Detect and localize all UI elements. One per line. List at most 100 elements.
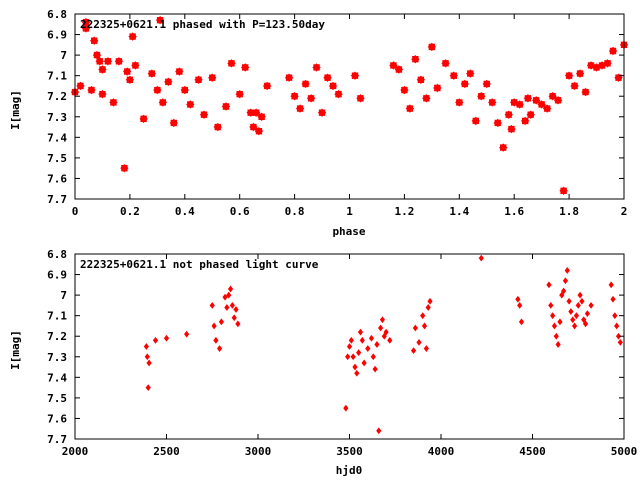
phased-y-tick-label: 7.1: [47, 70, 67, 83]
phased-y-tick-label: 7.6: [47, 172, 67, 185]
phased-x-tick-label: 2: [621, 205, 628, 218]
phased-data-point: [553, 96, 563, 105]
unphased-y-tick-label: 7.4: [47, 371, 67, 384]
unphased-data-point: [233, 306, 239, 313]
phased-y-tick-label: 7.3: [47, 111, 67, 124]
unphased-data-point: [617, 338, 623, 346]
unphased-data-point: [152, 336, 159, 344]
unphased-y-tick-label: 6.8: [47, 248, 67, 261]
phased-data-point: [235, 89, 244, 99]
phased-x-tick-label: 1.6: [504, 205, 524, 218]
phased-data-point: [328, 81, 338, 91]
phased-y-tick-label: 7.2: [47, 90, 67, 103]
unphased-x-tick-label: 3500: [336, 445, 363, 458]
phased-x-tick-label: 0.2: [120, 205, 140, 218]
phased-data-point: [441, 59, 450, 68]
phased-data-point: [400, 85, 409, 95]
phased-x-tick-label: 1.2: [394, 205, 414, 218]
unphased-data-point: [517, 301, 523, 309]
phased-data-point: [608, 46, 618, 56]
phased-data-point: [356, 94, 365, 103]
unphased-data-point: [359, 336, 365, 344]
phased-data-point: [131, 61, 140, 70]
phased-data-point: [262, 81, 272, 91]
unphased-data-point: [370, 353, 376, 361]
phased-data-point: [295, 104, 305, 113]
unphased-data-point: [163, 334, 170, 342]
phased-panel: 0 0.2 0.4 0.6 0.8 1 1.2 1.4 1.6 1.8 2 6.8 6.9 7 7.1 7.2…: [9, 8, 629, 238]
unphased-data-point: [229, 301, 235, 309]
phased-data-point: [153, 85, 162, 95]
phased-x-axis-label: phase: [332, 225, 365, 238]
phased-x-tick-label: 1: [346, 205, 353, 218]
phased-data-point: [98, 65, 107, 74]
phased-data-point: [186, 100, 195, 109]
phased-data-point: [254, 126, 264, 136]
unphased-x-axis-label: hjd0: [336, 464, 363, 477]
unphased-data-point: [425, 304, 431, 311]
unphased-data-point: [383, 328, 389, 336]
phased-data-point: [139, 114, 148, 124]
unphased-data-point: [584, 310, 590, 318]
unphased-data-point: [218, 318, 224, 326]
phased-data-point: [520, 116, 530, 126]
unphased-data-point: [144, 353, 150, 361]
phased-data-point: [394, 65, 404, 74]
unphased-data-point: [478, 254, 484, 262]
unphased-data-point: [211, 322, 217, 330]
unphased-data-point: [231, 314, 237, 322]
unphased-data-point: [387, 336, 393, 344]
phased-data-point: [301, 79, 310, 89]
unphased-x-tick-label: 4000: [428, 445, 455, 458]
unphased-data-point: [209, 301, 215, 309]
unphased-data-point: [368, 334, 375, 342]
phased-x-tick-label: 1.8: [559, 205, 579, 218]
phased-x-tick-label: 1.4: [449, 205, 469, 218]
unphased-data-point: [615, 332, 622, 340]
phased-data-point: [455, 98, 464, 107]
unphased-data-point: [410, 347, 417, 355]
unphased-data-point: [573, 312, 580, 320]
unphased-data-point: [224, 304, 230, 311]
phased-data-point: [208, 73, 217, 82]
phased-data-point: [95, 57, 104, 66]
phased-data-point: [155, 15, 165, 25]
unphased-data-point: [546, 281, 552, 289]
phased-data-point: [323, 73, 332, 82]
phased-data-point: [169, 118, 179, 128]
phased-data-point: [603, 59, 612, 68]
unphased-data-point: [416, 338, 422, 346]
unphased-data-point: [608, 281, 614, 289]
phased-data-point: [103, 57, 113, 66]
phased-y-axis-label: I[mag]: [9, 90, 22, 130]
phased-data-point: [76, 81, 85, 91]
phased-data-point: [194, 75, 203, 84]
unphased-data-point: [374, 341, 380, 348]
phased-data-point: [317, 108, 327, 117]
unphased-data-point: [515, 295, 521, 303]
unphased-data-point: [356, 349, 362, 357]
phased-data-point: [389, 61, 398, 70]
phased-data-point: [125, 75, 135, 84]
phased-data-point: [537, 100, 546, 109]
phased-data-point: [246, 108, 255, 117]
phased-x-tick-label: 0.6: [230, 205, 250, 218]
unphased-panel: 2000 2500 3000 3500 4000 4500 5000 6.8 6.9 7 7.1 7.…: [9, 248, 637, 477]
unphased-data-points: [143, 254, 623, 435]
phased-data-point: [507, 124, 516, 134]
unphased-data-point: [420, 312, 426, 320]
phased-data-point: [199, 110, 209, 119]
unphased-x-tick-label: 5000: [611, 445, 638, 458]
phased-data-point: [614, 73, 623, 82]
phased-data-point: [488, 98, 497, 107]
unphased-data-point: [235, 320, 241, 328]
phased-data-point: [581, 87, 590, 97]
phased-data-point: [493, 118, 502, 128]
unphased-y-tick-label: 7.2: [47, 330, 67, 343]
phased-y-tick-label: 7.4: [47, 131, 67, 144]
phased-data-point: [90, 36, 99, 45]
unphased-data-point: [184, 330, 190, 338]
unphased-data-point: [551, 322, 558, 330]
